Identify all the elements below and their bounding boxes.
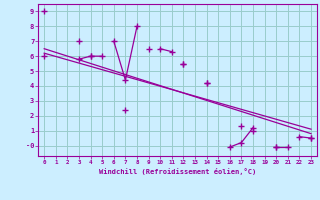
X-axis label: Windchill (Refroidissement éolien,°C): Windchill (Refroidissement éolien,°C) <box>99 168 256 175</box>
